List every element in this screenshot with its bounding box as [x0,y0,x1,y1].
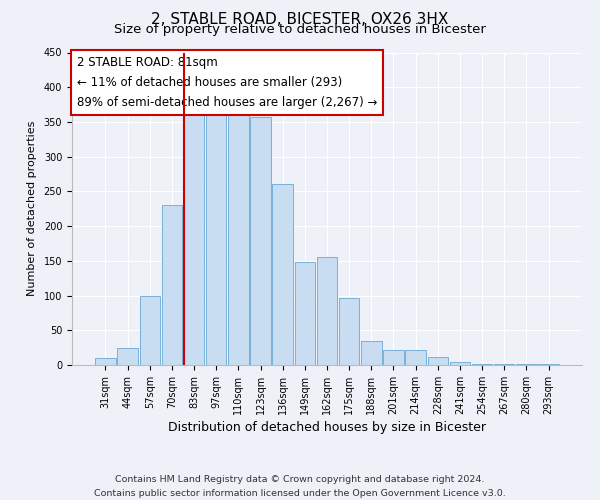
Bar [272,184,293,365]
Bar [228,104,248,365]
Bar [184,112,204,365]
Bar [406,350,426,365]
Bar [118,348,138,365]
Bar [95,358,116,365]
Y-axis label: Number of detached properties: Number of detached properties [27,121,37,296]
Bar [250,117,271,365]
Bar [538,364,559,365]
Bar [317,258,337,365]
Bar [472,364,493,365]
Bar [161,206,182,365]
X-axis label: Distribution of detached houses by size in Bicester: Distribution of detached houses by size … [168,421,486,434]
Text: Contains HM Land Registry data © Crown copyright and database right 2024.
Contai: Contains HM Land Registry data © Crown c… [94,476,506,498]
Bar [383,350,404,365]
Bar [494,364,514,365]
Bar [339,298,359,365]
Text: Size of property relative to detached houses in Bicester: Size of property relative to detached ho… [114,22,486,36]
Bar [140,296,160,365]
Text: 2 STABLE ROAD: 81sqm
← 11% of detached houses are smaller (293)
89% of semi-deta: 2 STABLE ROAD: 81sqm ← 11% of detached h… [77,56,377,108]
Text: 2, STABLE ROAD, BICESTER, OX26 3HX: 2, STABLE ROAD, BICESTER, OX26 3HX [151,12,449,28]
Bar [450,362,470,365]
Bar [361,342,382,365]
Bar [516,364,536,365]
Bar [295,262,315,365]
Bar [428,358,448,365]
Bar [206,108,226,365]
